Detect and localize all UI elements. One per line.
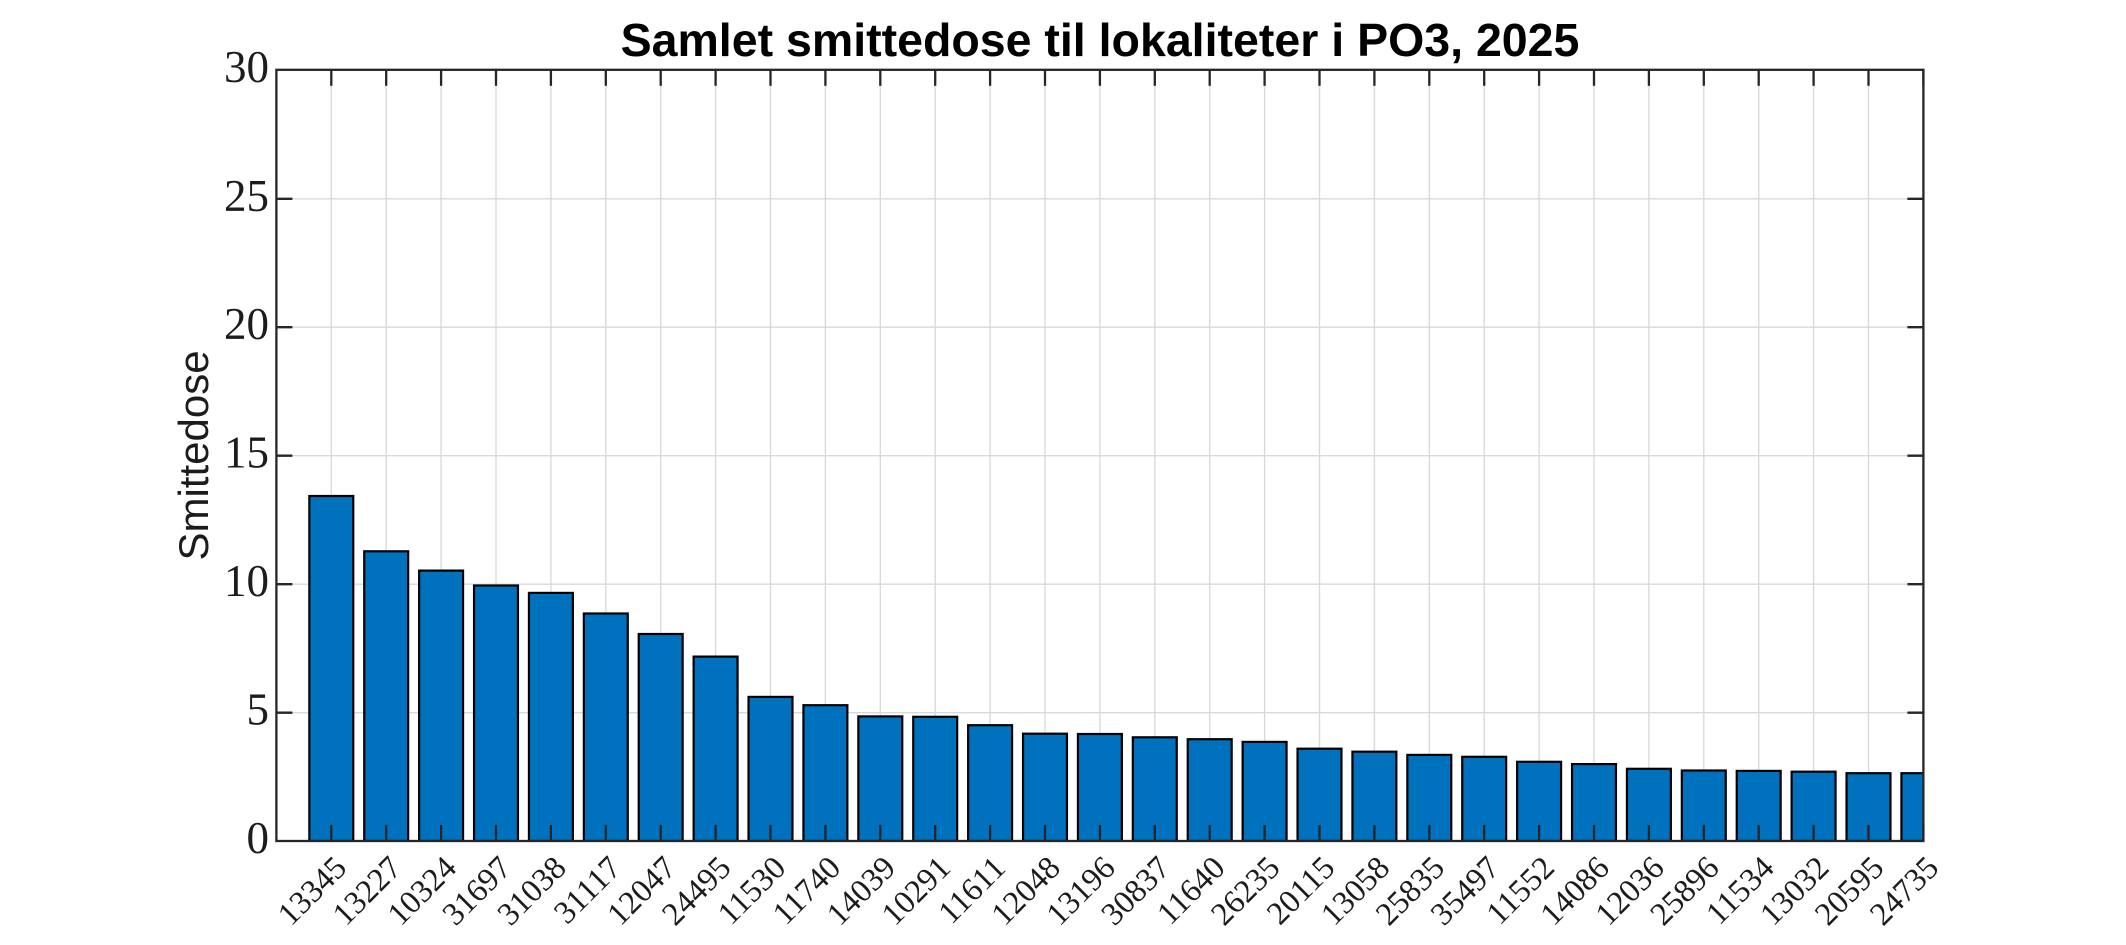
svg-text:25: 25 [224, 171, 269, 221]
svg-text:0: 0 [247, 813, 270, 863]
svg-text:15: 15 [224, 428, 269, 478]
svg-text:30: 30 [224, 42, 269, 92]
svg-text:20: 20 [224, 299, 269, 349]
svg-text:5: 5 [247, 685, 270, 735]
svg-text:10: 10 [224, 556, 269, 606]
svg-text:Samlet smittedose til lokalite: Samlet smittedose til lokaliteter i PO3,… [621, 14, 1580, 66]
svg-text:Smittedose: Smittedose [170, 350, 217, 560]
